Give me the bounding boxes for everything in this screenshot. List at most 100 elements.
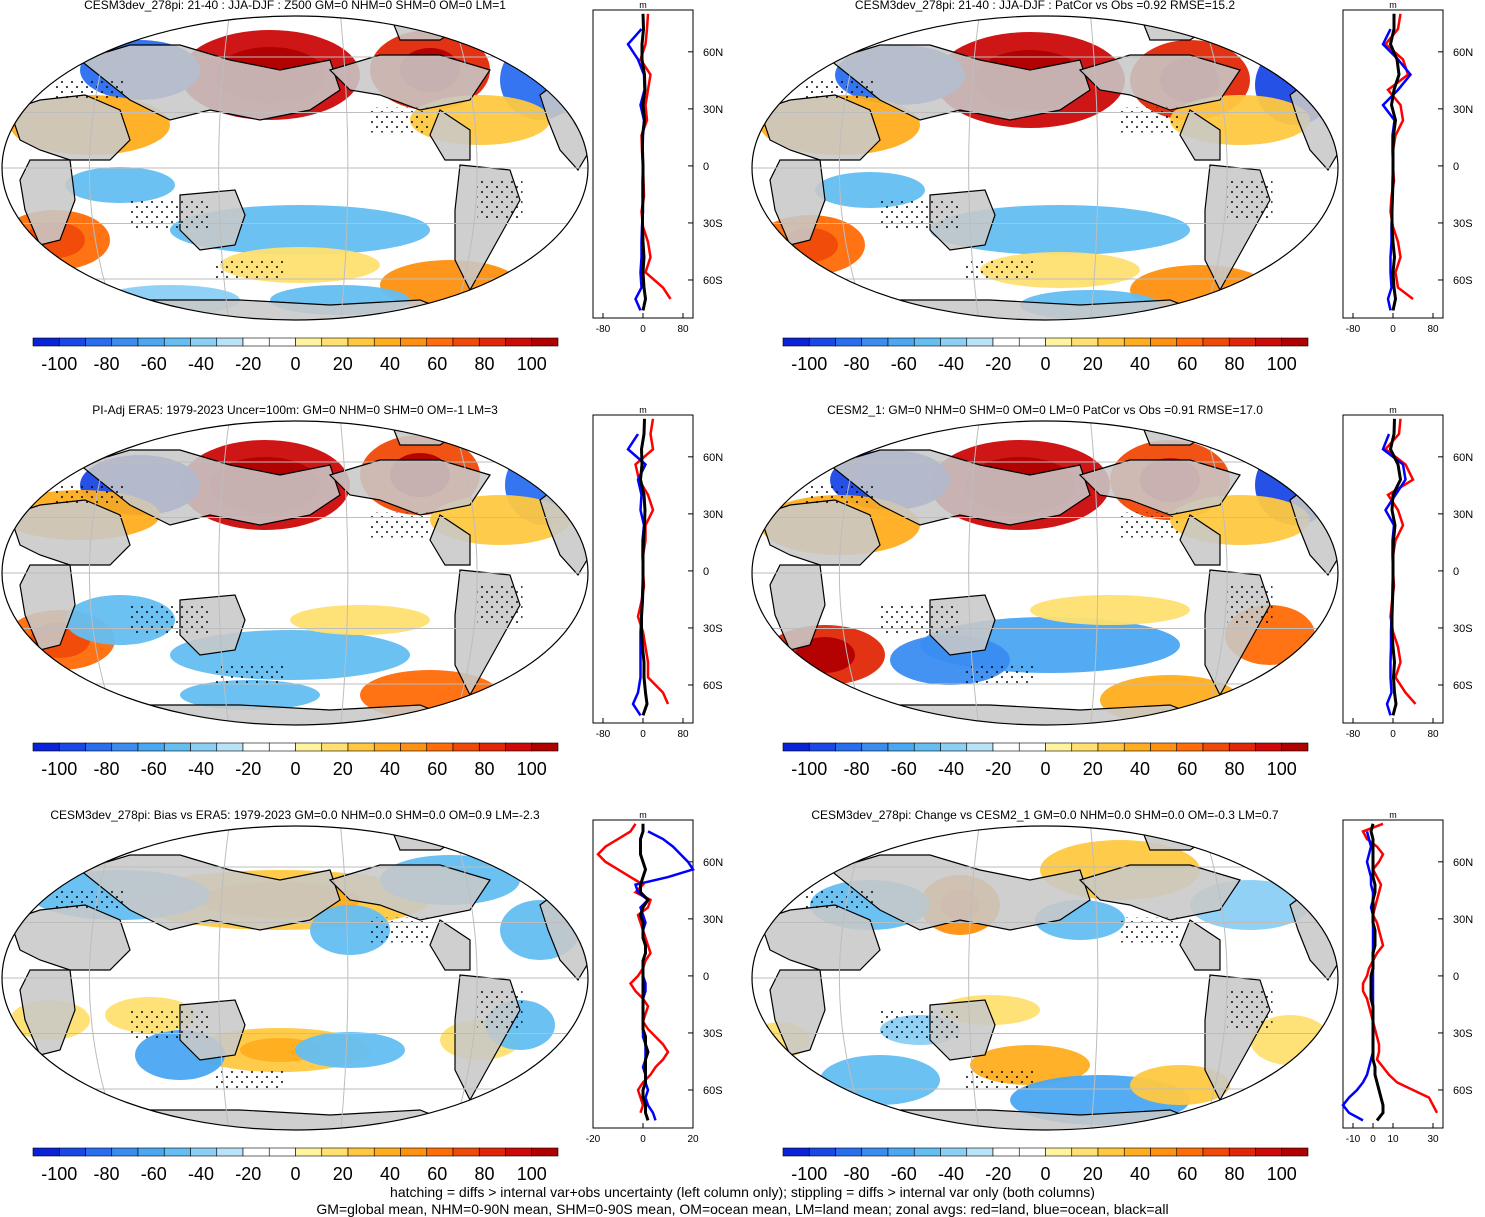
colorbar-cell	[1202, 1147, 1230, 1157]
zonal-lat-label: 60N	[703, 47, 723, 59]
colorbar-cell	[190, 337, 218, 347]
zonal-land-line	[596, 823, 670, 1114]
colorbar-label: 100	[1267, 1164, 1297, 1184]
colorbar-cell	[295, 1147, 323, 1157]
graticule-lon	[1089, 16, 1099, 320]
stippling	[805, 80, 875, 100]
graticule-lon	[218, 826, 231, 1130]
colorbar-cell	[1281, 1147, 1309, 1157]
colorbar-label: -40	[188, 354, 214, 374]
zonal-plot-5: m -20 0 20 60N 30N 0 30S 60S	[586, 810, 723, 1145]
colorbar-label: 80	[474, 1164, 494, 1184]
stippling	[880, 1010, 960, 1040]
zonal-lat-label: 30N	[1453, 914, 1473, 926]
map-outline	[1, 825, 589, 1131]
colorbar-cell	[1176, 742, 1204, 752]
stippling	[370, 917, 430, 943]
colorbar-cell	[531, 337, 559, 347]
colorbar-cell	[887, 742, 915, 752]
colorbar-label: 0	[290, 1164, 300, 1184]
colorbar-label: 100	[1267, 354, 1297, 374]
colorbar-label: 40	[380, 1164, 400, 1184]
colorbar-label: 60	[427, 354, 447, 374]
colorbar-cell	[531, 1147, 559, 1157]
colorbar-cell	[452, 1147, 480, 1157]
stippling	[477, 990, 523, 1030]
continent	[828, 44, 1091, 121]
continent	[1179, 919, 1221, 971]
colorbar-label: -20	[985, 759, 1011, 779]
zonal-plot-2: m -80 0 80 60N 30N 0 30S 60S	[1342, 0, 1473, 335]
colorbar-cell	[913, 1147, 941, 1157]
colorbar-label: 0	[1040, 1164, 1050, 1184]
continent	[88, 299, 473, 320]
map-outline	[751, 420, 1339, 726]
zonal-lat-label: 30N	[703, 914, 723, 926]
colorbar-cell	[426, 742, 454, 752]
panel-2: -100 -80 -60 -40 -20 0 20 40 60 80 100 m -80 0 80 60N 30…	[751, 0, 1473, 374]
zonal-lat-label: 30N	[703, 104, 723, 116]
colorbar-cell	[1202, 742, 1230, 752]
colorbar-cell	[1281, 742, 1309, 752]
colorbar-cell	[782, 337, 810, 347]
zonal-lat-label: 60N	[703, 857, 723, 869]
continent	[389, 826, 472, 851]
colorbar-cell	[347, 1147, 375, 1157]
colorbar-cell	[58, 742, 86, 752]
colorbar-label: -100	[41, 354, 77, 374]
colorbar-cell	[373, 742, 401, 752]
zonal-lat-label: 30S	[1453, 218, 1473, 230]
continent	[78, 854, 341, 931]
continent	[1179, 109, 1221, 161]
colorbar-cell	[216, 742, 244, 752]
colorbar-cell	[85, 742, 113, 752]
colorbar-label: 20	[333, 759, 353, 779]
colorbar-cell	[400, 337, 428, 347]
stippling	[965, 1070, 1035, 1090]
zonal-lat-label: 60N	[1453, 47, 1473, 59]
zonal-lat-label: 30N	[1453, 509, 1473, 521]
zonal-lat-label: 60S	[1453, 680, 1473, 692]
colorbar-label: -80	[843, 759, 869, 779]
continent	[1139, 421, 1222, 446]
colorbar-label: 40	[1130, 1164, 1150, 1184]
colorbar-cell	[1176, 337, 1204, 347]
colorbar-cell	[940, 1147, 968, 1157]
panel-title-6: CESM3dev_278pi: Change vs CESM2_1 GM=0.0…	[811, 808, 1279, 822]
colorbar-label: -40	[938, 354, 964, 374]
stippling	[1227, 180, 1273, 220]
colorbar-cell	[1097, 742, 1125, 752]
colorbar-cell	[452, 337, 480, 347]
colorbar-label: -20	[985, 1164, 1011, 1184]
zonal-unit: m	[1389, 405, 1397, 415]
zonal-ocean-line	[1341, 831, 1375, 1122]
colorbar-cell	[163, 337, 191, 347]
zonal-lat-label: 60N	[1453, 857, 1473, 869]
colorbar-cell	[808, 742, 836, 752]
colorbar-cell	[163, 1147, 191, 1157]
colorbar-cell	[452, 742, 480, 752]
colorbar-cell	[808, 337, 836, 347]
zonal-unit: m	[639, 810, 647, 820]
colorbar-label: -20	[235, 1164, 261, 1184]
continent	[838, 1109, 1223, 1130]
colorbar-cell	[426, 1147, 454, 1157]
zonal-all-line	[640, 13, 648, 311]
colorbar-label: -60	[141, 759, 167, 779]
stippling	[1120, 512, 1180, 538]
colorbar-cell	[163, 742, 191, 752]
zonal-lat-label: 30S	[703, 1028, 723, 1040]
colorbar-label: -100	[791, 1164, 827, 1184]
graticule-lon	[449, 421, 478, 725]
colorbar-cell	[111, 337, 139, 347]
map-4	[752, 421, 1338, 725]
field-blob	[930, 205, 1190, 255]
colorbar-label: -80	[93, 1164, 119, 1184]
stippling	[215, 665, 285, 685]
graticule-lon	[1089, 826, 1099, 1130]
colorbar-label: -40	[188, 759, 214, 779]
colorbar-cell	[1071, 1147, 1099, 1157]
colorbar-cell	[835, 337, 863, 347]
zonal-all-line	[638, 418, 649, 716]
colorbar-cell	[58, 337, 86, 347]
